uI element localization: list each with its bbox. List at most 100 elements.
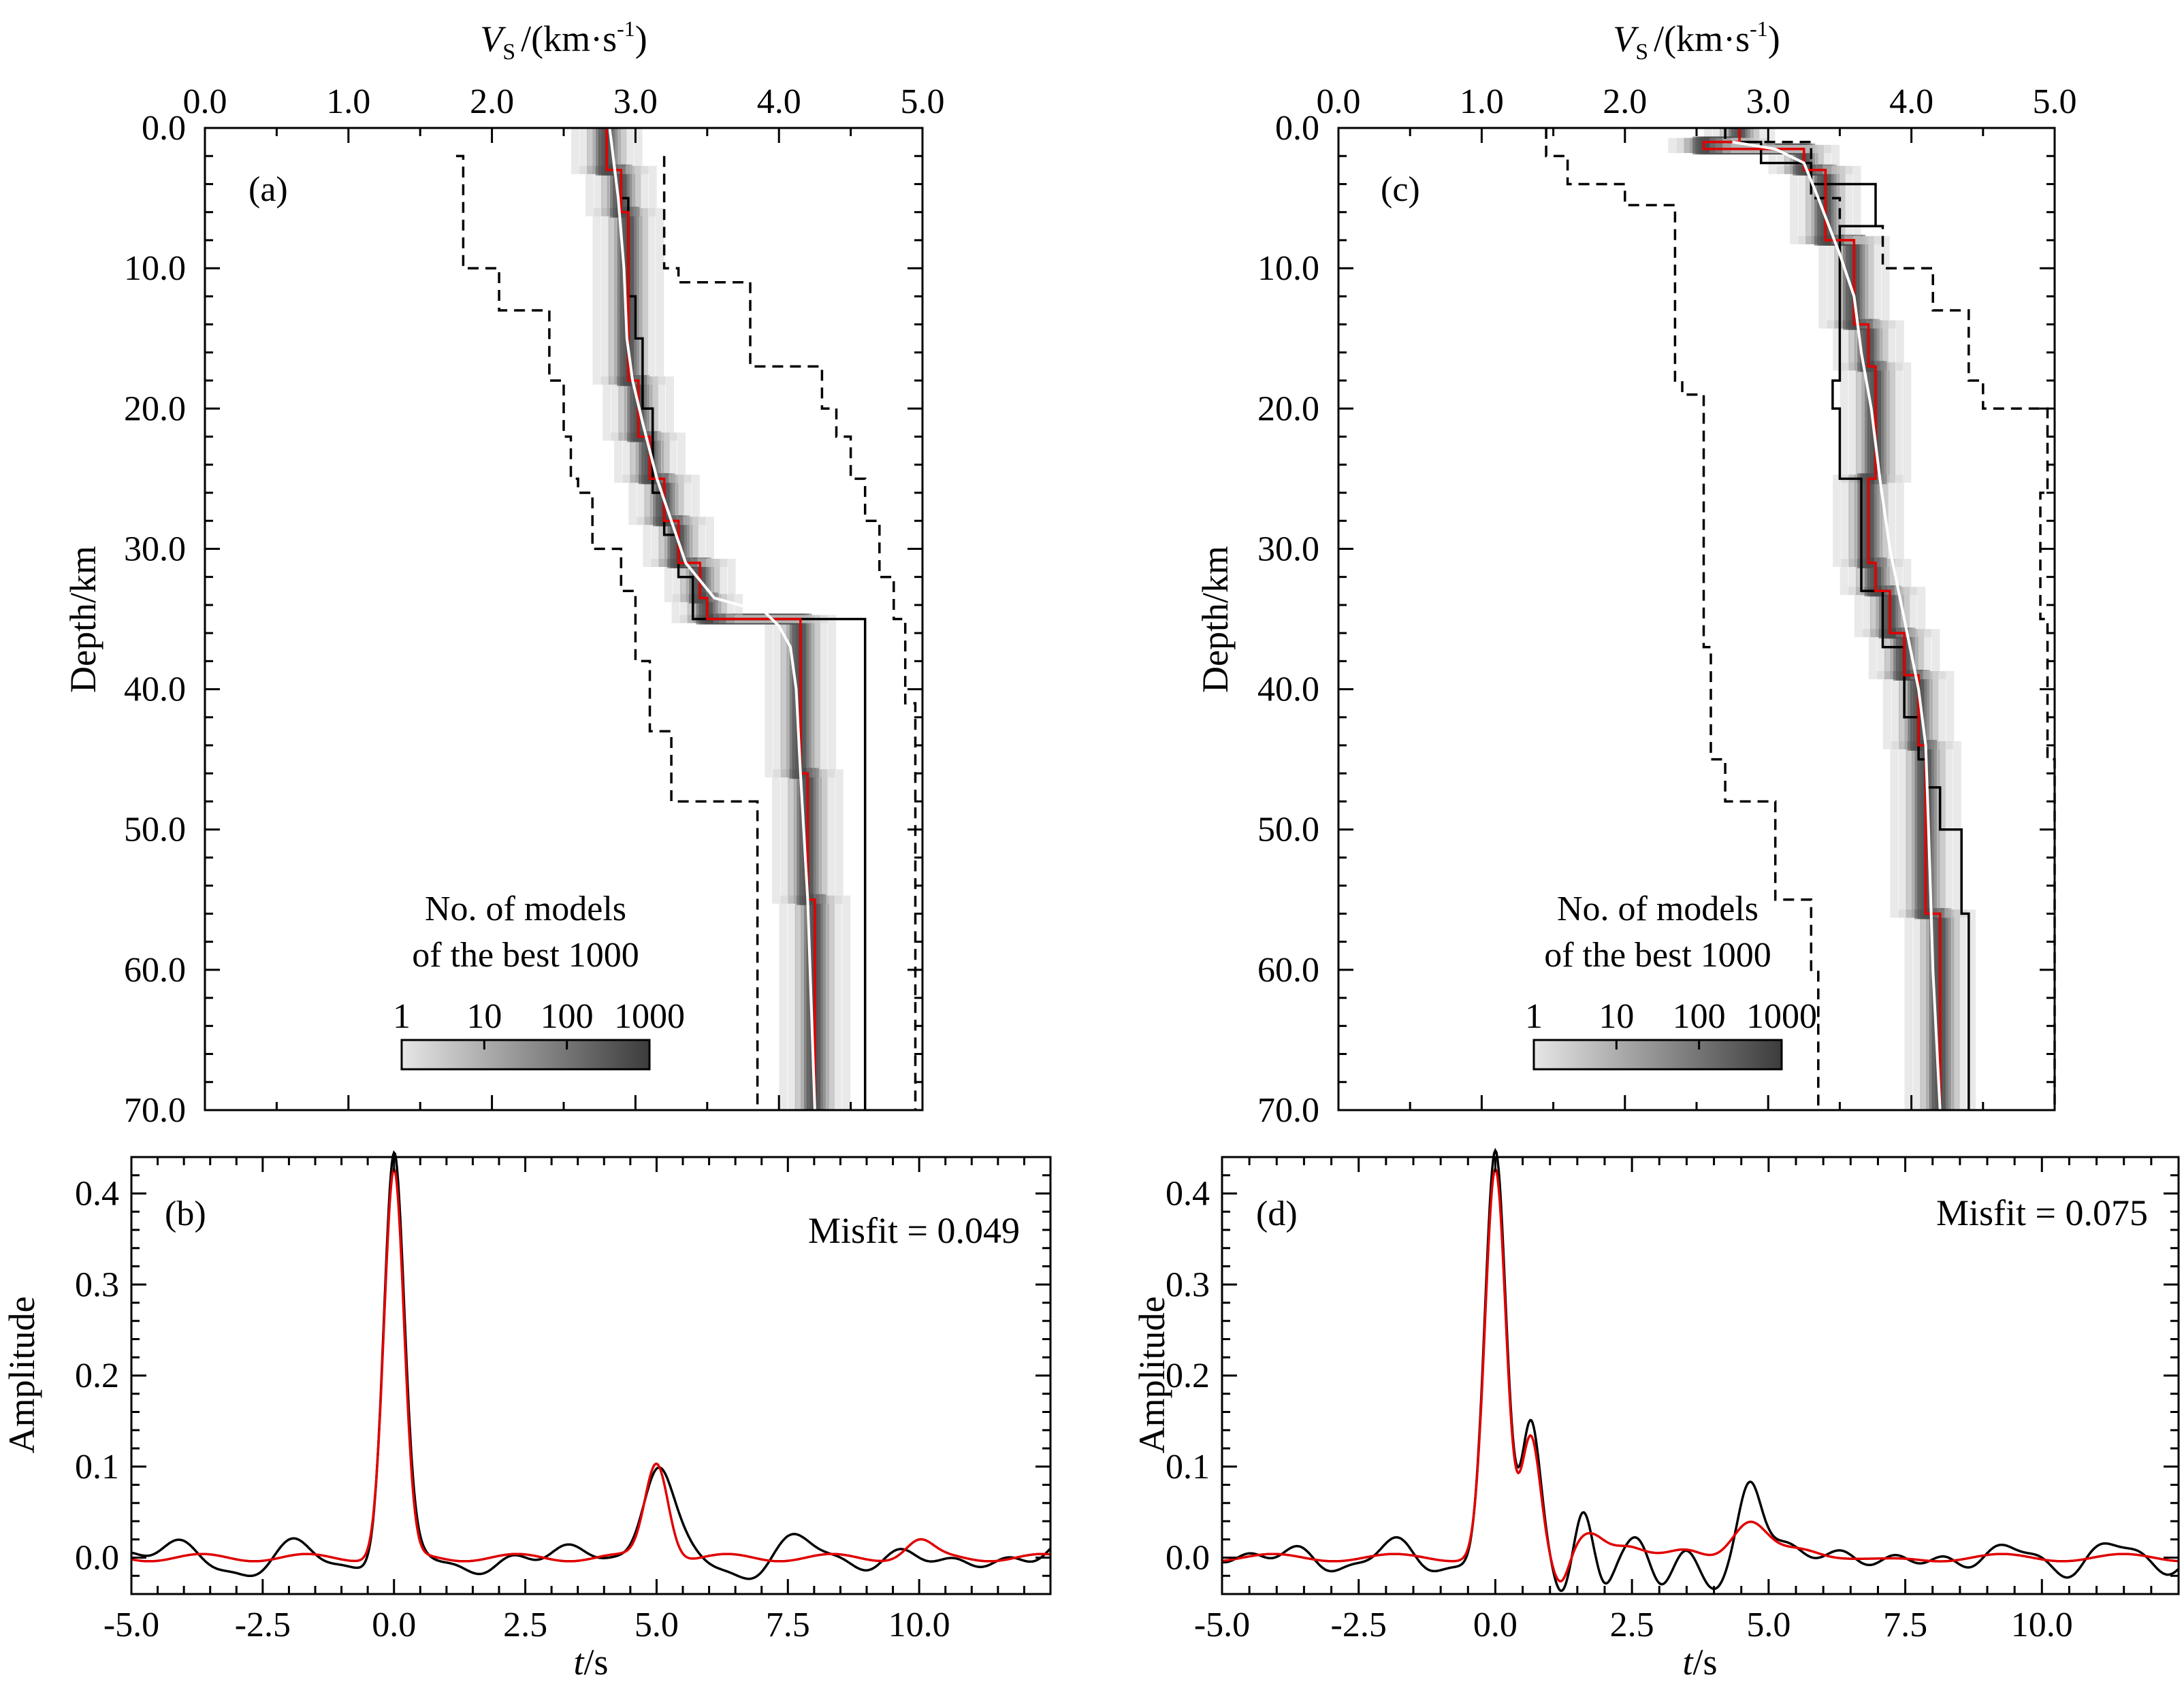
colorbar-gradient xyxy=(400,1039,651,1071)
mean-model-line xyxy=(608,127,816,1111)
y-axis-title: Depth/km xyxy=(63,546,103,693)
y-tick-label: 0.0 xyxy=(142,109,186,148)
panel-a-velocity-profile: No. of models of the best 1000 1 10 100 100… xyxy=(63,16,945,1130)
x-tick-label: -2.5 xyxy=(1331,1606,1387,1644)
y-tick-label: 0.1 xyxy=(1166,1448,1210,1486)
y-tick-label: 0.4 xyxy=(1166,1175,1210,1214)
ensemble-model-band xyxy=(618,128,835,1110)
ensemble-model-band xyxy=(634,128,851,1110)
y-axis-title: Amplitude xyxy=(1,1297,42,1454)
y-tick-label: 0.1 xyxy=(75,1448,119,1486)
ensemble-model-band xyxy=(1731,128,1976,1110)
ensemble-model-band xyxy=(579,128,797,1110)
y-tick-label: 0.4 xyxy=(75,1175,119,1214)
axes: 0.0 1.0 2.0 3.0 4.0 5.0 0.0 10.0 20.0 30.0 40.0 50.… xyxy=(1257,82,2077,1130)
axes: 0.0 1.0 2.0 3.0 4.0 5.0 0.0 10.0 20.0 30.0 40.0 50.… xyxy=(124,82,945,1130)
y-tick-label: 10.0 xyxy=(124,249,186,288)
panel-label: (d) xyxy=(1256,1195,1298,1233)
x-tick-label: 10.0 xyxy=(888,1606,950,1644)
axes: -5.0 -2.5 0.0 2.5 5.0 7.5 10.0 0.0 0.1 0.2 0.3 0.4 xyxy=(1166,1156,2180,1644)
ensemble-model-band xyxy=(1722,128,1968,1110)
panel-d-waveform: -5.0 -2.5 0.0 2.5 5.0 7.5 10.00.00.10.20.30.4 … xyxy=(1131,1148,2180,1683)
x-tick-label: 2.5 xyxy=(1610,1606,1654,1644)
x-tick-label: 0.0 xyxy=(372,1606,416,1644)
predicted-waveform-line xyxy=(131,1166,1051,1563)
observed-waveform-line xyxy=(1221,1148,2180,1593)
ensemble-model-band xyxy=(1709,128,1955,1110)
y-tick-label: 0.0 xyxy=(1275,109,1319,148)
colorbar-tick-label: 100 xyxy=(541,997,594,1036)
colorbar-tick-label: 1 xyxy=(1525,997,1543,1036)
y-tick-label: 0.2 xyxy=(75,1356,119,1395)
ensemble-model-band xyxy=(1715,128,1960,1110)
profile-series xyxy=(1545,128,2056,1111)
colorbar-gradient xyxy=(1532,1039,1783,1071)
colorbar: No. of models of the best 1000 1 10 100 100… xyxy=(1525,890,1817,1071)
ensemble-model-band xyxy=(571,128,788,1110)
y-tick-label: 20.0 xyxy=(1257,389,1319,428)
x-tick-label: 1.0 xyxy=(326,82,370,121)
mean-model-line xyxy=(1732,140,1942,1111)
y-tick-label: 60.0 xyxy=(124,951,186,990)
colorbar-title-line1: No. of models xyxy=(1557,890,1759,928)
colorbar-title-line2: of the best 1000 xyxy=(1544,936,1771,975)
colorbar-tick-label: 1 xyxy=(393,997,411,1036)
y-tick-label: 0.0 xyxy=(1166,1539,1210,1578)
x-tick-label: 0.0 xyxy=(1317,82,1361,121)
x-axis-title: VS/(km·s-1) xyxy=(1613,16,1780,65)
initial-model-line xyxy=(1739,140,1970,1110)
colorbar-tick-label: 1000 xyxy=(614,997,685,1036)
x-tick-label: 4.0 xyxy=(757,82,801,121)
colorbar-title-line1: No. of models xyxy=(425,890,626,928)
panel-label: (c) xyxy=(1381,170,1420,209)
y-tick-label: 0.3 xyxy=(75,1265,119,1304)
y-tick-label: 0.2 xyxy=(1166,1356,1210,1395)
ensemble-model-band xyxy=(613,128,829,1110)
x-tick-label: 3.0 xyxy=(1746,82,1790,121)
observed-waveform-line xyxy=(131,1150,1052,1580)
x-tick-label: -5.0 xyxy=(1194,1606,1250,1644)
profile-series xyxy=(455,127,917,1111)
panel-b-waveform: -5.0 -2.5 0.0 2.5 5.0 7.5 10.00.00.10.20.30.4 … xyxy=(1,1150,1052,1683)
x-tick-label: 4.0 xyxy=(1889,82,1933,121)
panel-label: (a) xyxy=(248,170,288,209)
y-tick-label: 10.0 xyxy=(1257,249,1319,288)
colorbar-ticks: 1 10 100 1000 xyxy=(1525,997,1817,1050)
colorbar-title-line2: of the best 1000 xyxy=(412,936,639,975)
y-tick-label: 30.0 xyxy=(1257,530,1319,568)
misfit-annotation: Misfit = 0.049 xyxy=(808,1210,1020,1251)
ensemble-model-band xyxy=(1703,128,1952,1110)
x-tick-label: 10.0 xyxy=(2011,1606,2073,1644)
x-tick-label: 1.0 xyxy=(1460,82,1504,121)
x-tick-label: 5.0 xyxy=(901,82,945,121)
x-tick-label: 0.0 xyxy=(183,82,227,121)
lower-bound-line xyxy=(1545,128,1820,1110)
y-tick-label: 40.0 xyxy=(1257,670,1319,709)
x-tick-label: -5.0 xyxy=(103,1606,159,1644)
colorbar-tick-label: 1000 xyxy=(1746,997,1817,1036)
x-tick-label: 2.5 xyxy=(503,1606,547,1644)
predicted-waveform-line xyxy=(1221,1166,2179,1582)
x-tick-label: 0.0 xyxy=(1473,1606,1517,1644)
y-tick-label: 40.0 xyxy=(124,670,186,709)
panel-c-velocity-profile: No. of models of the best 1000 1 10 100 100… xyxy=(1195,16,2077,1130)
y-axis-title: Amplitude xyxy=(1131,1297,1172,1454)
colorbar: No. of models of the best 1000 1 10 100 100… xyxy=(393,890,685,1071)
y-axis-title: Depth/km xyxy=(1195,546,1236,693)
x-axis-title: t/s xyxy=(1682,1642,1717,1683)
x-tick-label: 2.0 xyxy=(1603,82,1647,121)
x-tick-label: 3.0 xyxy=(613,82,658,121)
y-tick-label: 0.0 xyxy=(75,1539,119,1578)
y-tick-label: 50.0 xyxy=(1257,811,1319,849)
ensemble-model-band xyxy=(626,128,842,1110)
colorbar-tick-label: 10 xyxy=(466,997,502,1036)
y-tick-label: 20.0 xyxy=(124,389,186,428)
y-tick-label: 70.0 xyxy=(124,1091,186,1130)
x-tick-label: 5.0 xyxy=(635,1606,679,1644)
y-tick-label: 0.3 xyxy=(1166,1265,1210,1304)
x-tick-label: 5.0 xyxy=(2033,82,2077,121)
colorbar-ticks: 1 10 100 1000 xyxy=(393,997,685,1050)
panel-label: (b) xyxy=(165,1195,206,1233)
waveform-series xyxy=(1221,1148,2180,1593)
